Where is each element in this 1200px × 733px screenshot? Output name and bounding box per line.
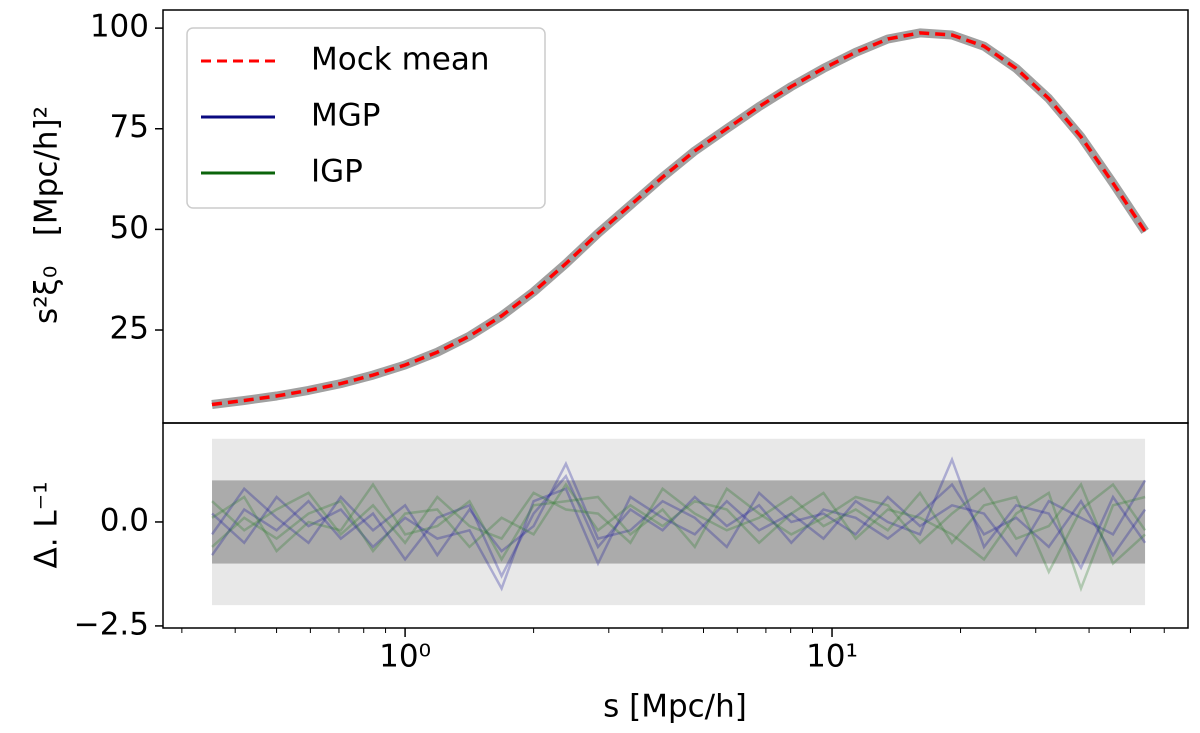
legend-label: Mock mean [311,42,489,78]
y-tick-label: 0.0 [100,502,149,538]
legend-label: MGP [311,98,380,134]
axes-frame [162,422,1189,629]
legend-label: IGP [311,154,363,190]
residual-line [211,456,1147,592]
residual-line [211,482,1146,566]
y-axis-label: Δ. L⁻¹ [29,482,65,569]
y-tick-label: 75 [110,109,149,145]
y-tick-label: 25 [110,311,149,347]
residual-line [211,482,1146,593]
series-line [211,31,1147,407]
x-tick-label: 10⁰ [379,639,431,675]
band [212,480,1146,564]
residual-line [210,473,1147,579]
legend-box [186,27,546,209]
x-tick-label: 10¹ [806,639,858,675]
residual-line [210,460,1147,558]
y-tick-label: −2.5 [74,606,149,642]
y-tick-label: 100 [90,9,149,45]
x-axis-label: s [Mpc/h] [603,689,747,725]
y-tick-label: 50 [110,210,149,246]
residual-line [211,482,1147,575]
y-axis-label: s²ξ₀ [Mpc/h]² [29,106,65,324]
